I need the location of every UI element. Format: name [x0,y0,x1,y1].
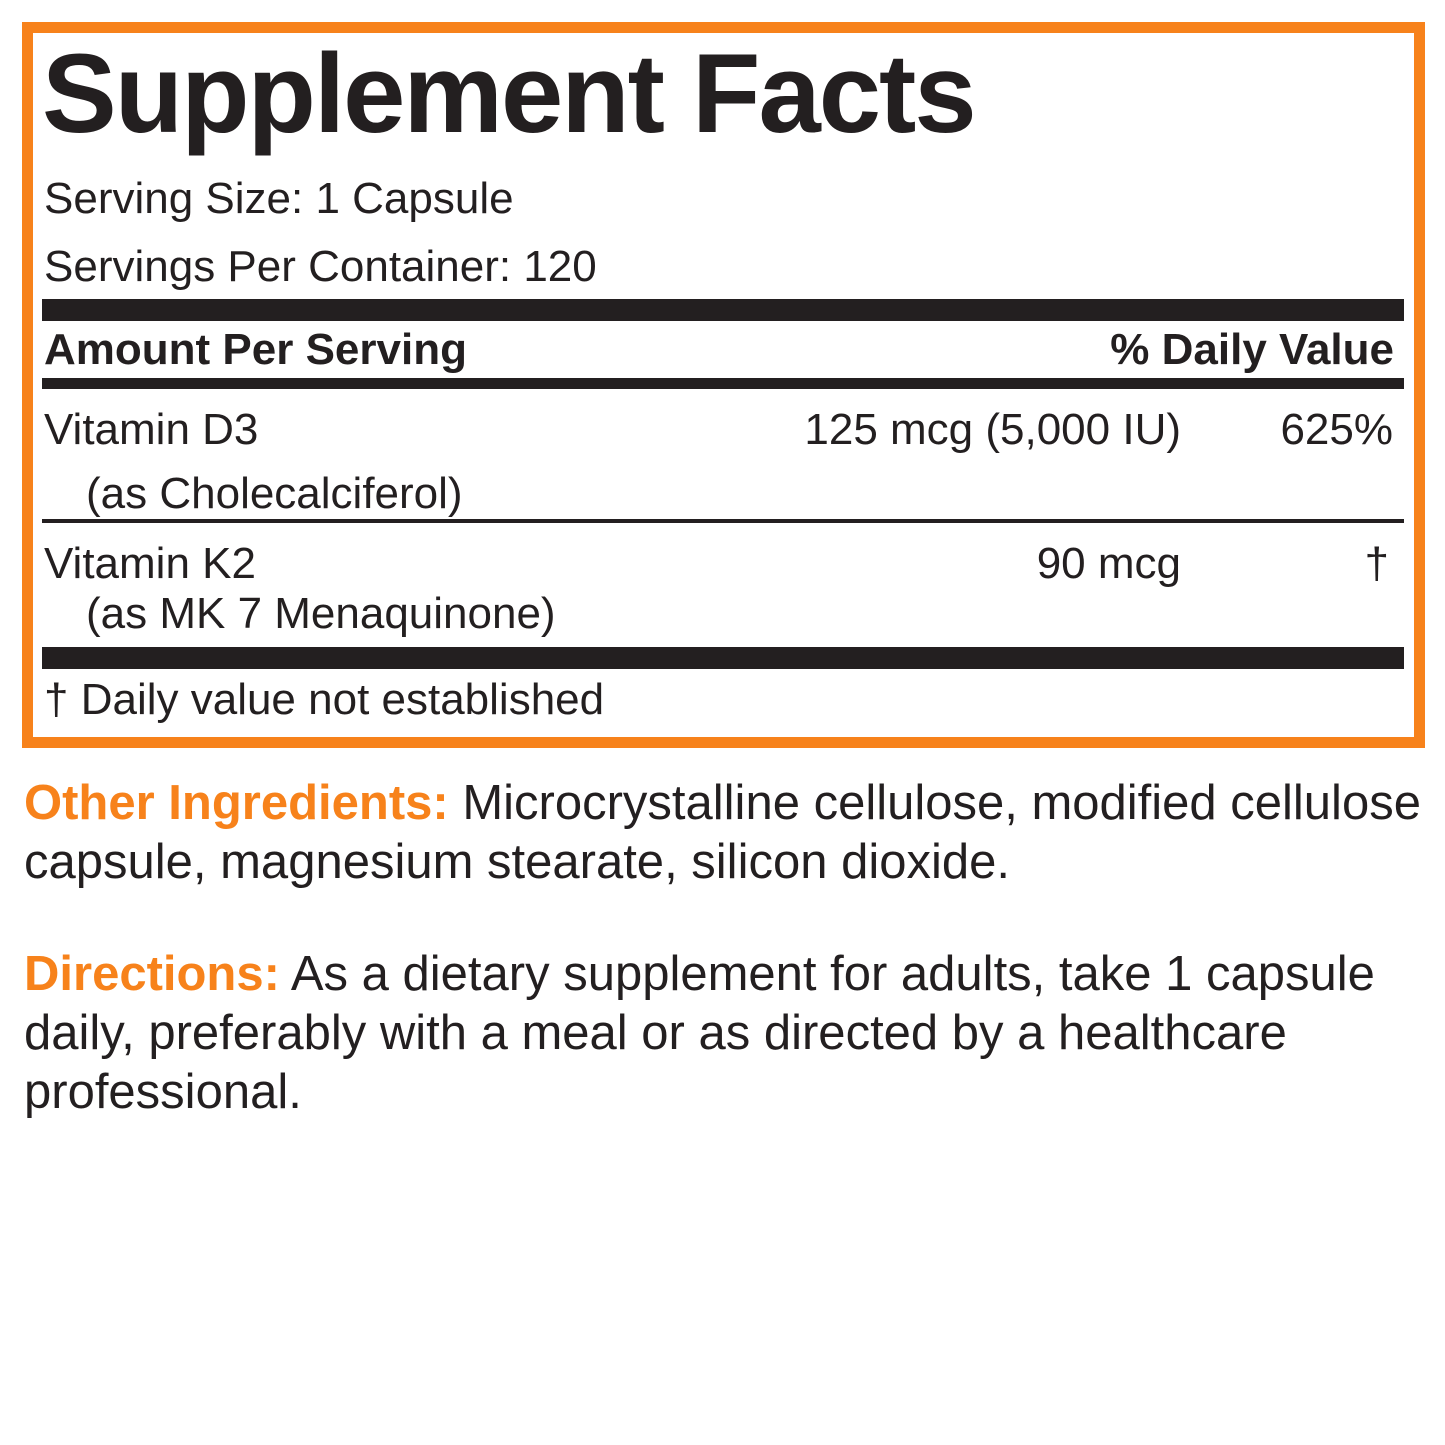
row-dv: † [1364,539,1389,588]
row-name: Vitamin D3 [44,405,259,454]
directions-label: Directions: [24,947,280,1001]
directions: Directions: As a dietary supplement for … [24,945,1414,1122]
other-ingredients-text: Microcrystalline cellulose, modified cel… [24,776,1421,889]
divider-thin [42,519,1404,523]
other-ingredients: Other Ingredients: Microcrystalline cell… [24,774,1434,892]
servings-per-container: Servings Per Container: 120 [44,242,597,291]
divider-thick [42,647,1404,669]
row-form: (as Cholecalciferol) [86,469,463,518]
serving-size: Serving Size: 1 Capsule [44,174,514,223]
divider-medium [42,378,1404,389]
row-dv: 625% [1280,405,1393,454]
other-ingredients-label: Other Ingredients: [24,776,449,830]
row-amount: 90 mcg [1036,539,1181,588]
footnote: † Daily value not established [44,675,605,724]
row-amount: 125 mcg (5,000 IU) [804,405,1181,454]
row-name: Vitamin K2 [44,539,256,588]
row-form: (as MK 7 Menaquinone) [86,589,556,638]
panel-title: Supplement Facts [42,31,977,156]
supplement-facts-panel [22,22,1425,748]
amount-header: Amount Per Serving [44,325,467,374]
divider-thick [42,299,1404,321]
dv-header: % Daily Value [1110,325,1394,374]
directions-text: As a dietary supplement for adults, take… [24,947,1375,1119]
